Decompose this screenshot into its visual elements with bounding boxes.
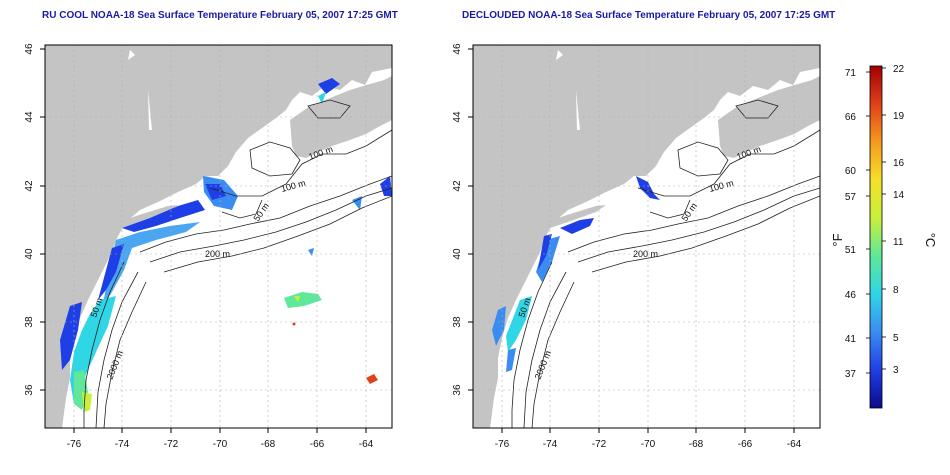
x-tick-label: -66 — [310, 439, 325, 450]
fahrenheit-tick: 41 — [845, 334, 857, 345]
long-island — [546, 205, 606, 228]
long-island — [118, 205, 178, 228]
celsius-tick: 16 — [893, 158, 905, 169]
left-map-panel: 100 m 100 m 50 m 200 m 50 m 2000 m -76 -… — [24, 43, 393, 450]
y-tick-label: 46 — [452, 43, 463, 55]
x-tick-label: -74 — [115, 439, 130, 450]
contour-label: 200 m — [633, 249, 658, 259]
celsius-tick: 19 — [893, 111, 905, 122]
x-tick-label: -70 — [641, 439, 656, 450]
fahrenheit-tick: 66 — [845, 112, 857, 123]
x-tick-label: -76 — [495, 439, 510, 450]
x-tick-label: -68 — [689, 439, 704, 450]
y-tick-label: 42 — [24, 180, 35, 192]
celsius-unit-label: °C — [923, 233, 938, 248]
x-tick-label: -64 — [787, 439, 802, 450]
fahrenheit-tick: 57 — [845, 192, 857, 203]
contour-label: 200 m — [205, 249, 230, 259]
bathymetry-contours-right — [511, 99, 820, 428]
y-tick-label: 38 — [24, 316, 35, 328]
y-tick-label: 38 — [452, 316, 463, 328]
land-mass — [45, 45, 392, 428]
y-tick-label: 42 — [452, 180, 463, 192]
celsius-tick: 5 — [893, 333, 899, 344]
x-tick-label: -64 — [359, 439, 374, 450]
grid-left — [45, 45, 392, 428]
temperature-colorbar: 71 66 60 57 51 46 41 37 22 19 16 14 11 8… — [830, 64, 938, 409]
x-tick-label: -70 — [213, 439, 228, 450]
land-mass — [473, 45, 820, 428]
y-tick-label: 36 — [24, 384, 35, 396]
y-tick-label: 44 — [452, 111, 463, 123]
x-tick-label: -66 — [738, 439, 753, 450]
y-tick-label: 40 — [452, 248, 463, 260]
celsius-tick: 8 — [893, 285, 899, 296]
celsius-tick: 3 — [893, 365, 899, 376]
x-tick-label: -76 — [67, 439, 82, 450]
left-map-title: RU COOL NOAA-18 Sea Surface Temperature … — [42, 10, 398, 21]
fahrenheit-tick: 51 — [845, 245, 857, 256]
celsius-tick: 11 — [893, 237, 904, 248]
y-tick-label: 44 — [24, 111, 35, 123]
sst-data-left — [60, 78, 392, 412]
fahrenheit-unit-label: °F — [830, 233, 845, 246]
y-tick-label: 36 — [452, 384, 463, 396]
grid-right — [473, 45, 820, 428]
bathymetry-contours-left — [83, 99, 392, 428]
fahrenheit-tick: 60 — [845, 166, 857, 177]
x-tick-label: -72 — [592, 439, 607, 450]
celsius-tick: 22 — [893, 64, 905, 75]
fahrenheit-tick: 46 — [845, 290, 857, 301]
x-tick-label: -68 — [261, 439, 276, 450]
celsius-tick: 14 — [893, 190, 905, 201]
x-tick-label: -72 — [164, 439, 179, 450]
colorbar-gradient — [869, 65, 883, 409]
fahrenheit-tick: 37 — [845, 369, 857, 380]
y-tick-label: 46 — [24, 43, 35, 55]
x-tick-label: -74 — [543, 439, 558, 450]
right-map-title: DECLOUDED NOAA-18 Sea Surface Temperatur… — [462, 10, 836, 21]
right-map-panel: 100 m 100 m 50 m 200 m 50 m 2000 m -76 -… — [452, 43, 821, 450]
y-tick-label: 40 — [24, 248, 35, 260]
sst-data-right — [492, 176, 660, 372]
fahrenheit-tick: 71 — [845, 68, 857, 79]
